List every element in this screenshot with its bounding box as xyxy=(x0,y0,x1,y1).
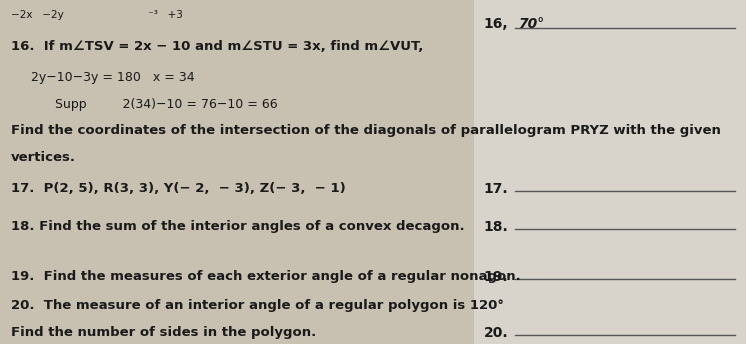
Text: −2x   −2y                          ⁻³   +3: −2x −2y ⁻³ +3 xyxy=(11,10,183,20)
FancyBboxPatch shape xyxy=(474,0,746,344)
Text: 20.  The measure of an interior angle of a regular polygon is 120°: 20. The measure of an interior angle of … xyxy=(11,299,504,312)
Text: 19.: 19. xyxy=(483,270,508,284)
Text: Find the coordinates of the intersection of the diagonals of parallelogram PRYZ : Find the coordinates of the intersection… xyxy=(11,124,721,137)
Text: 2y−10−3y = 180   x = 34: 2y−10−3y = 180 x = 34 xyxy=(11,71,195,84)
Text: 16,: 16, xyxy=(483,17,508,31)
Text: 70°: 70° xyxy=(518,17,545,31)
Text: 17.  P(2, 5), R(3, 3), Y(− 2,  − 3), Z(− 3,  − 1): 17. P(2, 5), R(3, 3), Y(− 2, − 3), Z(− 3… xyxy=(11,182,346,195)
Text: vertices.: vertices. xyxy=(11,151,76,164)
Text: 19.  Find the measures of each exterior angle of a regular nonagon.: 19. Find the measures of each exterior a… xyxy=(11,270,521,283)
Text: Supp         2(34)−10 = 76−10 = 66: Supp 2(34)−10 = 76−10 = 66 xyxy=(11,98,278,111)
Text: Find the number of sides in the polygon.: Find the number of sides in the polygon. xyxy=(11,326,316,339)
Text: 17.: 17. xyxy=(483,182,508,196)
Text: 18.: 18. xyxy=(483,220,508,234)
Text: 20.: 20. xyxy=(483,326,508,340)
Text: 18. Find the sum of the interior angles of a convex decagon.: 18. Find the sum of the interior angles … xyxy=(11,220,465,233)
Text: 16.  If m∠TSV = 2x − 10 and m∠STU = 3x, find m∠VUT,: 16. If m∠TSV = 2x − 10 and m∠STU = 3x, f… xyxy=(11,40,424,53)
